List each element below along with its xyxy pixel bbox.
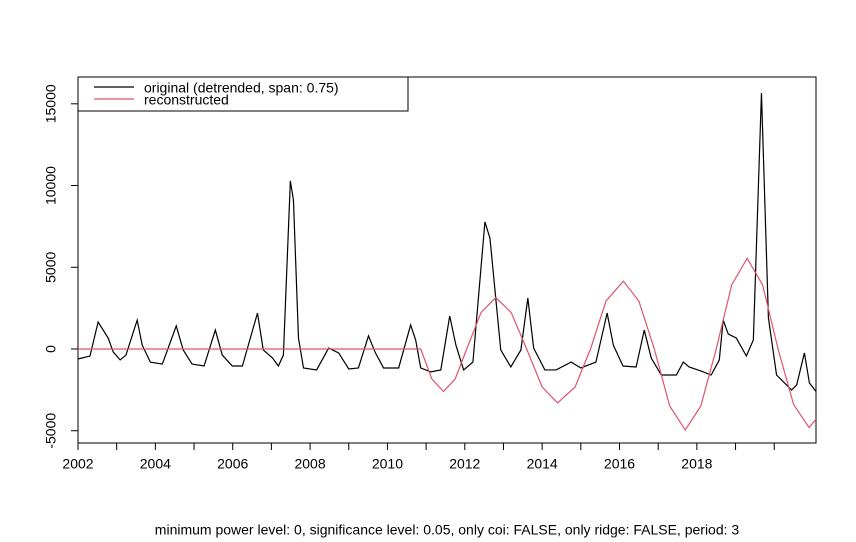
y-tick-label: 15000 (43, 84, 59, 123)
legend-box (77, 76, 409, 112)
series-line (77, 93, 817, 392)
x-tick-label: 2004 (140, 456, 171, 472)
caption: minimum power level: 0, significance lev… (155, 522, 740, 538)
y-tick-label: 10000 (43, 166, 59, 205)
x-tick-label: 2014 (527, 456, 558, 472)
legend-label: reconstructed (144, 92, 229, 108)
plot-frame (77, 76, 817, 444)
x-tick-label: 2018 (681, 456, 712, 472)
y-tick-label: -5000 (43, 413, 59, 449)
x-tick-label: 2002 (62, 456, 93, 472)
y-tick-label: 0 (43, 345, 59, 353)
x-tick-label: 2010 (372, 456, 403, 472)
x-tick-label: 2016 (604, 456, 635, 472)
x-tick-label: 2008 (294, 456, 325, 472)
x-tick-label: 2006 (217, 456, 248, 472)
x-tick-label: 2012 (449, 456, 480, 472)
legend-label: original (detrended, span: 0.75) (144, 80, 339, 96)
series-line (78, 257, 817, 432)
y-tick-label: 5000 (43, 251, 59, 282)
